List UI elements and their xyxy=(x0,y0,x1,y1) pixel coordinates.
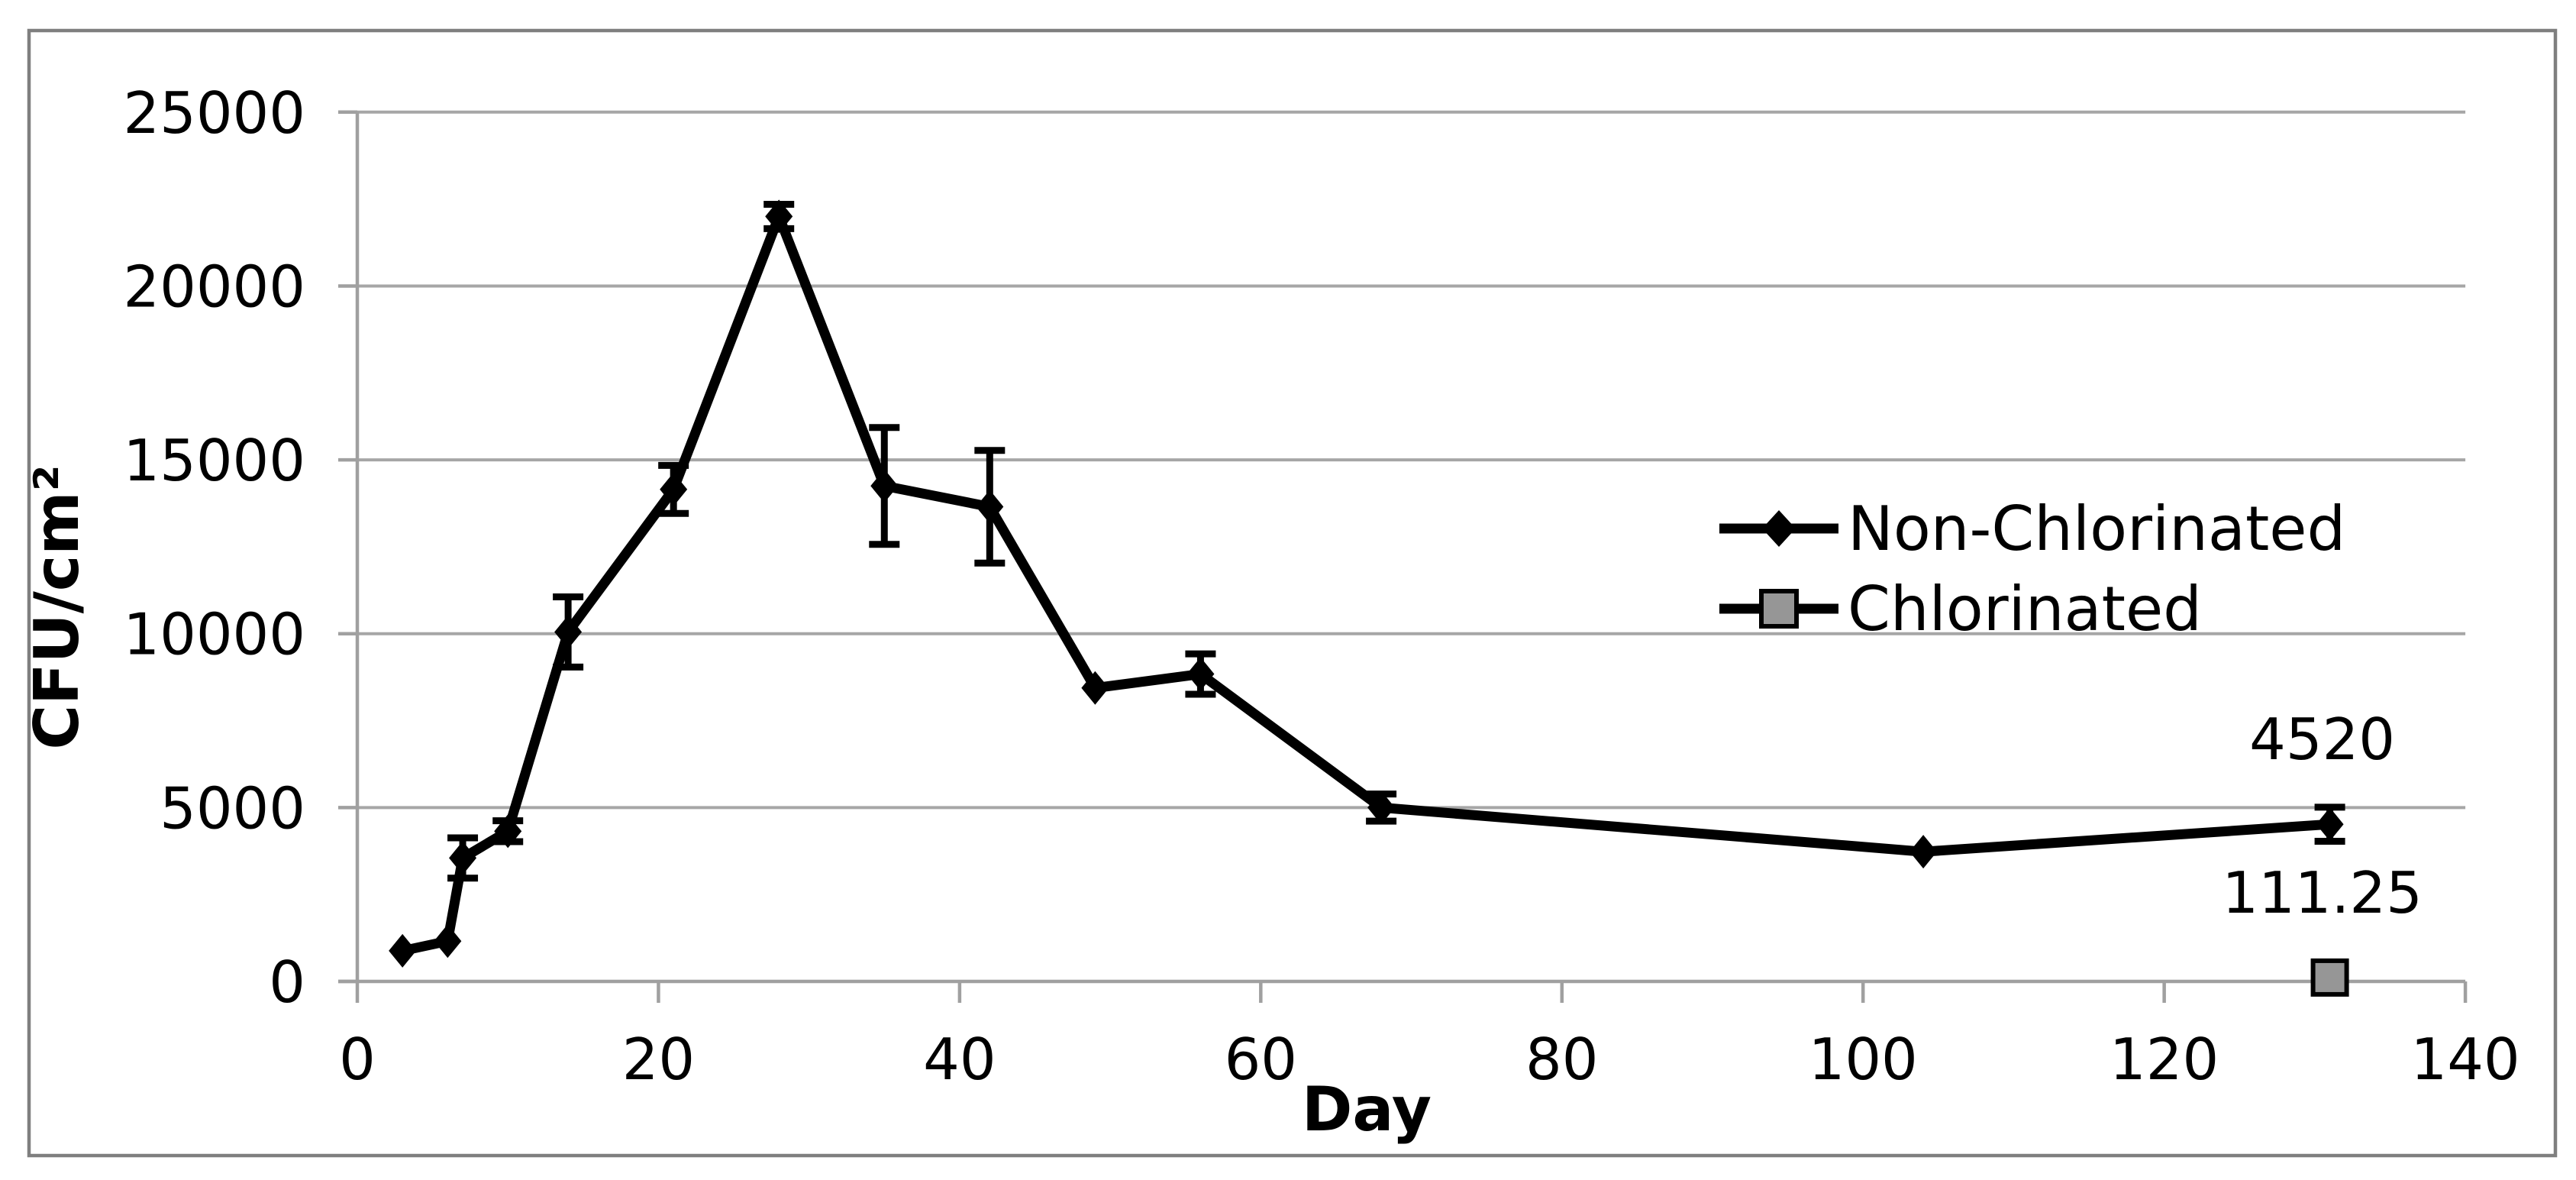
legend-square-icon xyxy=(1759,589,1799,629)
figure-border xyxy=(27,28,2558,1158)
data-point-diamond xyxy=(1367,790,1396,825)
y-axis-title: CFU/cm² xyxy=(21,464,92,749)
data-point-diamond xyxy=(449,841,477,875)
x-tick-label: 140 xyxy=(2411,1026,2520,1093)
y-tick-label: 15000 xyxy=(123,427,305,494)
legend: Non-Chlorinated Chlorinated xyxy=(1719,493,2345,645)
y-tick-label: 0 xyxy=(269,949,305,1016)
series-layer xyxy=(389,199,2349,997)
x-tick-label: 40 xyxy=(923,1026,996,1093)
y-tick-label: 5000 xyxy=(160,774,305,842)
data-point-diamond xyxy=(494,814,522,849)
legend-label-non-chlorinated: Non-Chlorinated xyxy=(1848,493,2345,564)
data-point-diamond xyxy=(1186,657,1215,691)
data-point-diamond xyxy=(870,469,899,503)
data-point-diamond xyxy=(765,199,793,234)
y-tick-label: 25000 xyxy=(123,79,305,147)
data-point-diamond xyxy=(660,472,688,506)
data-point-diamond xyxy=(1081,671,1109,705)
data-point-diamond xyxy=(434,924,462,959)
data-point-diamond xyxy=(2316,807,2344,842)
data-point-diamond xyxy=(976,490,1004,524)
data-label: 111.25 xyxy=(2222,859,2422,926)
data-point-diamond xyxy=(1909,835,1938,869)
y-tick-label: 10000 xyxy=(123,601,305,668)
x-tick-label: 120 xyxy=(2110,1026,2219,1093)
x-axis-title: Day xyxy=(1302,1074,1432,1145)
data-point-diamond xyxy=(554,615,583,649)
data-point-square xyxy=(2310,958,2349,997)
x-tick-label: 60 xyxy=(1225,1026,1297,1093)
data-labels-layer: 4520 111.25 xyxy=(2222,706,2422,926)
x-tick-label: 0 xyxy=(339,1026,376,1093)
axes: 0 5000 10000 15000 20000 25000 0 20 40 60 80 100 120… xyxy=(123,79,2520,1093)
legend-diamond-icon xyxy=(1762,510,1796,547)
data-label: 4520 xyxy=(2249,706,2395,773)
data-point-diamond xyxy=(389,933,417,968)
x-tick-label: 20 xyxy=(622,1026,695,1093)
legend-label-chlorinated: Chlorinated xyxy=(1848,574,2202,645)
x-tick-label: 80 xyxy=(1525,1026,1598,1093)
y-tick-label: 20000 xyxy=(123,253,305,320)
gridlines xyxy=(357,110,2466,810)
x-tick-label: 100 xyxy=(1809,1026,1918,1093)
